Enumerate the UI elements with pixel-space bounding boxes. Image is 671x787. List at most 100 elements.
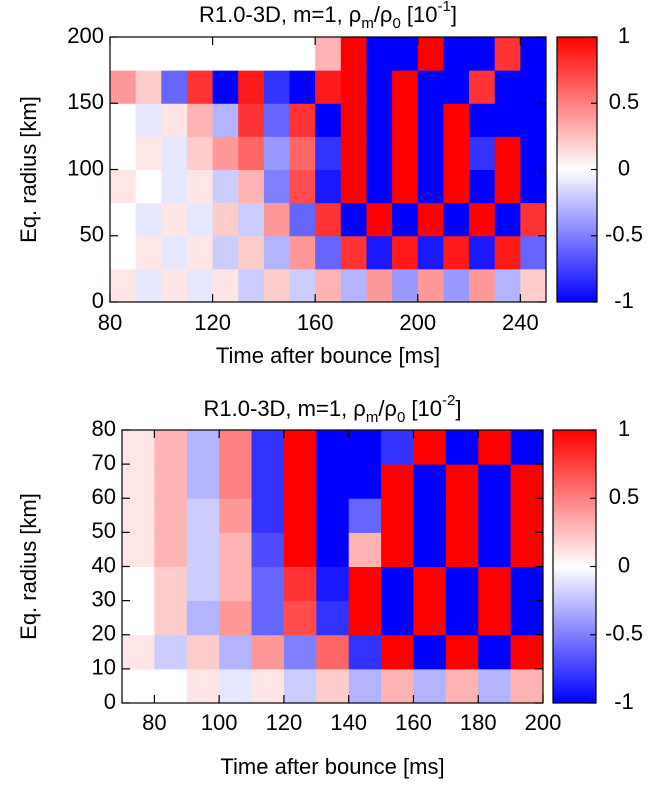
heatmap-cell [135,70,162,104]
heatmap-cell [263,70,291,104]
heatmap-cell [315,70,342,104]
heatmap-cell [289,169,316,204]
heatmap-cell [161,235,188,270]
heatmap-cell [110,103,137,137]
heatmap-cell [316,498,350,533]
heatmap-cell [381,532,414,567]
x-axis-title: Time after bounce [ms] [216,343,440,368]
heatmap-cell [154,464,188,499]
x-tick-label: 120 [266,710,303,735]
heatmap-cell [315,103,342,137]
heatmap-cell [251,566,285,602]
heatmap-cell [494,202,521,237]
heatmap-cell [186,566,220,602]
heatmap-cells [110,37,546,302]
heatmap-cell [316,430,350,465]
heatmap-cell [110,268,137,302]
title-part: ] [451,2,457,27]
heatmap-cell [289,202,316,237]
heatmap-cell [494,103,521,137]
heatmap-cell [238,70,265,104]
colorbar-tick-label: -1 [614,288,634,313]
title-part: [10 [401,2,438,27]
x-tick-label: 160 [395,710,432,735]
heatmap-cell [478,532,512,567]
colorbar-tick-label: 0.5 [609,484,640,509]
heatmap-cell [413,566,447,602]
x-tick-label: 100 [201,710,238,735]
heatmap-cell [212,268,239,302]
heatmap-cell [316,600,350,636]
heatmap-cell [238,202,265,237]
title-part: 0 [392,15,400,32]
heatmap-cell [315,202,342,237]
colorbar-tick-label: -0.5 [605,621,643,646]
colorbar-tick-label: 1 [618,23,630,48]
heatmap-cell [469,202,496,237]
heatmap-cell [212,169,239,204]
heatmap-cell [340,169,367,204]
heatmap-cell [161,202,188,237]
y-tick-label: 100 [67,155,104,180]
heatmap-cell [392,37,419,71]
x-tick-label: 180 [460,710,497,735]
heatmap-cell [478,566,512,602]
heatmap-cell [366,103,393,137]
heatmap-cell [494,70,521,104]
heatmap-cell [315,235,342,270]
heatmap-cell [186,235,214,270]
heatmap-cell [469,103,496,137]
title-part: -1 [438,0,451,15]
title-part: 0 [397,409,405,426]
heatmap-cell [219,566,253,602]
heatmap-cell [186,136,214,170]
heatmap-cell [154,600,188,636]
heatmap-cell [445,634,479,670]
y-tick-label: 50 [92,518,116,543]
heatmap-cell [417,202,444,237]
heatmap-cell [348,464,382,499]
heatmap-cell [340,70,367,104]
heatmap-cell [520,103,546,137]
heatmap-cell [263,169,291,204]
heatmap-cell [443,202,470,237]
heatmap-cell [212,136,239,170]
heatmap-cell [212,235,239,270]
heatmap-cell [110,136,137,170]
heatmap-cell [212,103,239,137]
heatmap-cell [469,235,496,270]
heatmap-cell [186,37,214,71]
heatmap-cell [219,430,253,465]
heatmap-cell [122,634,155,670]
heatmap-cell [381,634,414,670]
heatmap-cell [348,634,382,670]
heatmap-cell [510,464,543,499]
heatmap-cell [417,235,444,270]
heatmap-cell [478,634,512,670]
y-tick-label: 150 [67,89,104,114]
heatmap-cell [366,235,393,270]
chart-title: R1.0-3D, m=1, ρm/ρ0 [10-1] [199,0,457,32]
heatmap-cell [340,268,367,302]
heatmap-cell [413,634,447,670]
y-tick-label: 60 [92,484,116,509]
heatmap-cell [392,268,419,302]
heatmap-cell [263,136,291,170]
heatmap-cell [110,70,137,104]
heatmap-cell [381,498,414,533]
heatmap-cell [122,498,155,533]
heatmap-cell [283,600,317,636]
x-tick-label: 80 [142,710,166,735]
heatmap-cell [212,202,239,237]
heatmap-cell [469,70,496,104]
title-part: m [361,15,374,32]
heatmap-cell [186,498,220,533]
chart: 80 100 120 140 160 180 20001020304050607080R1.… [16,392,643,778]
heatmap-cell [238,169,265,204]
heatmap-cell [381,668,414,703]
heatmap-cell [392,169,419,204]
heatmap-cell [510,668,543,703]
heatmap-cell [110,202,137,237]
heatmap-cell [289,103,316,137]
